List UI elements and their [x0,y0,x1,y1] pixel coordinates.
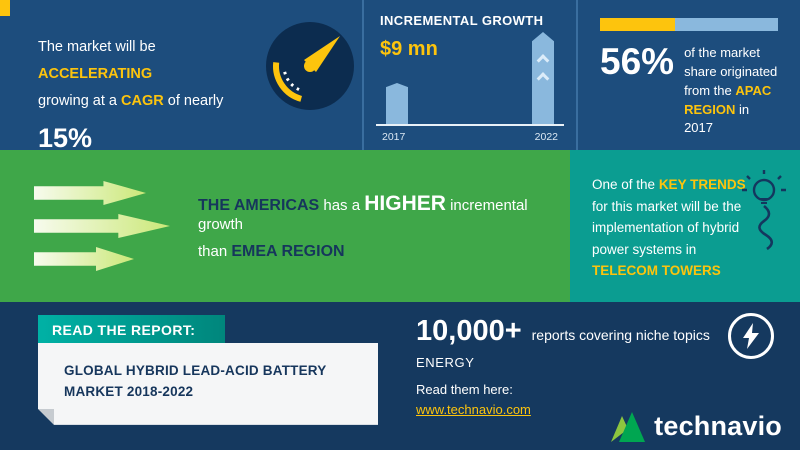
americas-mid3: than [198,242,228,260]
apac-share-value: 56% [600,41,675,82]
technavio-logo-text: technavio [654,411,782,441]
read-here-label: Read them here: [416,382,513,397]
accelerating-line2: growing at a CAGR of nearly 15% [38,88,264,165]
market-share-bar [600,18,778,31]
incremental-growth-value: $9 mn [380,38,438,60]
apac-text-post: in 2017 [684,101,750,136]
chevron-up-icon [536,54,550,67]
higher-emphasis: HIGHER [364,191,446,215]
accelerating-line1-pre: The market will be [38,39,156,55]
bar-2017 [386,83,408,124]
report-title-card: GLOBAL HYBRID LEAD-ACID BATTERY MARKET 2… [38,343,378,425]
bottom-section: READ THE REPORT: GLOBAL HYBRID LEAD-ACID… [0,302,800,450]
region-americas: THE AMERICAS [198,196,320,214]
lightbulb-icon [734,168,792,263]
technavio-logo: technavio [610,411,782,442]
accelerating-highlight: ACCELERATING [38,65,153,82]
americas-text: THE AMERICAS has a HIGHER incremental gr… [198,192,528,261]
cagr-value: 15% [38,123,93,154]
apac-share-text: of the market share originated from the … [684,44,778,138]
americas-mid2: incremental growth [198,196,528,233]
americas-mid1: has a [323,196,361,214]
panel-key-trends: One of the KEY TRENDS for this market wi… [570,150,800,302]
americas-line1: THE AMERICAS has a HIGHER incremental gr… [198,192,528,233]
technavio-logo-mark [611,412,646,442]
technavio-link[interactable]: www.technavio.com [416,402,531,417]
cagr-line-pre: growing at a [38,92,117,109]
speedometer-icon [264,20,356,150]
market-share-bar-yellow [600,18,675,31]
panel-incremental-growth: INCREMENTAL GROWTH $9 mn 2017 2022 [362,0,578,150]
panel-accelerating: The market will be ACCELERATING growing … [0,0,362,153]
top-section: The market will be ACCELERATING growing … [0,0,800,153]
key-trends-text: One of the KEY TRENDS for this market wi… [592,174,750,282]
key-trends-highlight: KEY TRENDS [658,177,746,192]
accelerating-text: The market will be ACCELERATING growing … [38,34,264,153]
lightning-bolt-icon [728,313,774,359]
key-trends-pre: One of the [592,177,656,192]
arrow-icon [34,214,170,238]
telecom-towers-highlight: TELECOM TOWERS [592,263,721,279]
cagr-line-mid: of nearly [167,92,224,109]
cagr-highlight: CAGR [121,92,164,109]
reports-description: reports covering niche topics [531,327,710,343]
stats-row: 10,000+ reports covering niche topics [416,315,710,348]
region-emea: EMEA REGION [231,242,345,260]
chart-year-label: 2022 [534,131,558,143]
reports-count: 10,000+ [416,315,522,347]
chart-title: INCREMENTAL GROWTH [380,13,544,28]
panel-americas: THE AMERICAS has a HIGHER incremental gr… [0,150,570,302]
category-label: ENERGY [416,355,475,370]
chart-baseline [376,124,564,126]
arrow-icon [34,247,134,271]
panel-apac-share: 56% of the market share originated from … [578,0,800,150]
reports-stats: 10,000+ reports covering niche topics EN… [416,315,710,419]
arrow-icon [34,181,146,205]
apac-text-pre: of the market share originated from the [684,45,778,98]
key-trends-mid: for this market will be the implementati… [592,198,742,257]
chart-year-label: 2017 [382,131,406,143]
bar-2022 [532,32,554,124]
right-arrows-icon [34,181,170,271]
americas-line2: than EMEA REGION [198,243,528,261]
apac-region-highlight: APAC REGION [684,82,772,117]
apac-row: 56% of the market share originated from … [600,41,778,138]
market-share-bar-blue [674,18,778,31]
corner-accent [0,0,10,16]
chevron-up-icon [536,72,550,85]
accelerating-line1: The market will be ACCELERATING [38,34,264,88]
read-report-ribbon: READ THE REPORT: [38,315,226,345]
middle-section: THE AMERICAS has a HIGHER incremental gr… [0,150,800,302]
